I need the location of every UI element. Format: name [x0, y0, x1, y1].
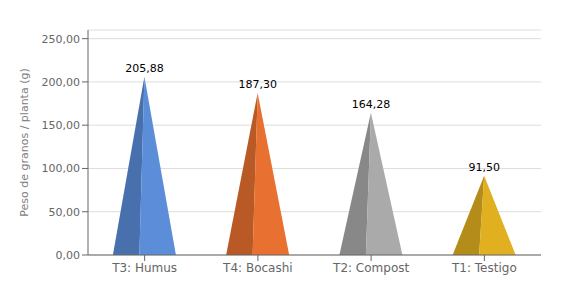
svg-text:164,28: 164,28	[352, 98, 391, 111]
svg-text:200,00: 200,00	[42, 76, 81, 89]
svg-text:0,00: 0,00	[56, 249, 81, 262]
svg-text:91,50: 91,50	[468, 161, 500, 174]
svg-text:100,00: 100,00	[42, 162, 81, 175]
svg-text:T2: Compost: T2: Compost	[332, 261, 409, 275]
svg-text:150,00: 150,00	[42, 119, 81, 132]
svg-text:250,00: 250,00	[42, 33, 81, 46]
svg-text:T1: Testigo: T1: Testigo	[451, 261, 517, 275]
svg-text:T3: Humus: T3: Humus	[111, 261, 177, 275]
svg-text:Peso de granos / planta (g): Peso de granos / planta (g)	[18, 68, 31, 216]
svg-text:187,30: 187,30	[238, 78, 277, 91]
svg-text:205,88: 205,88	[125, 62, 164, 75]
svg-text:50,00: 50,00	[49, 206, 81, 219]
svg-text:T4: Bocashi: T4: Bocashi	[222, 261, 293, 275]
